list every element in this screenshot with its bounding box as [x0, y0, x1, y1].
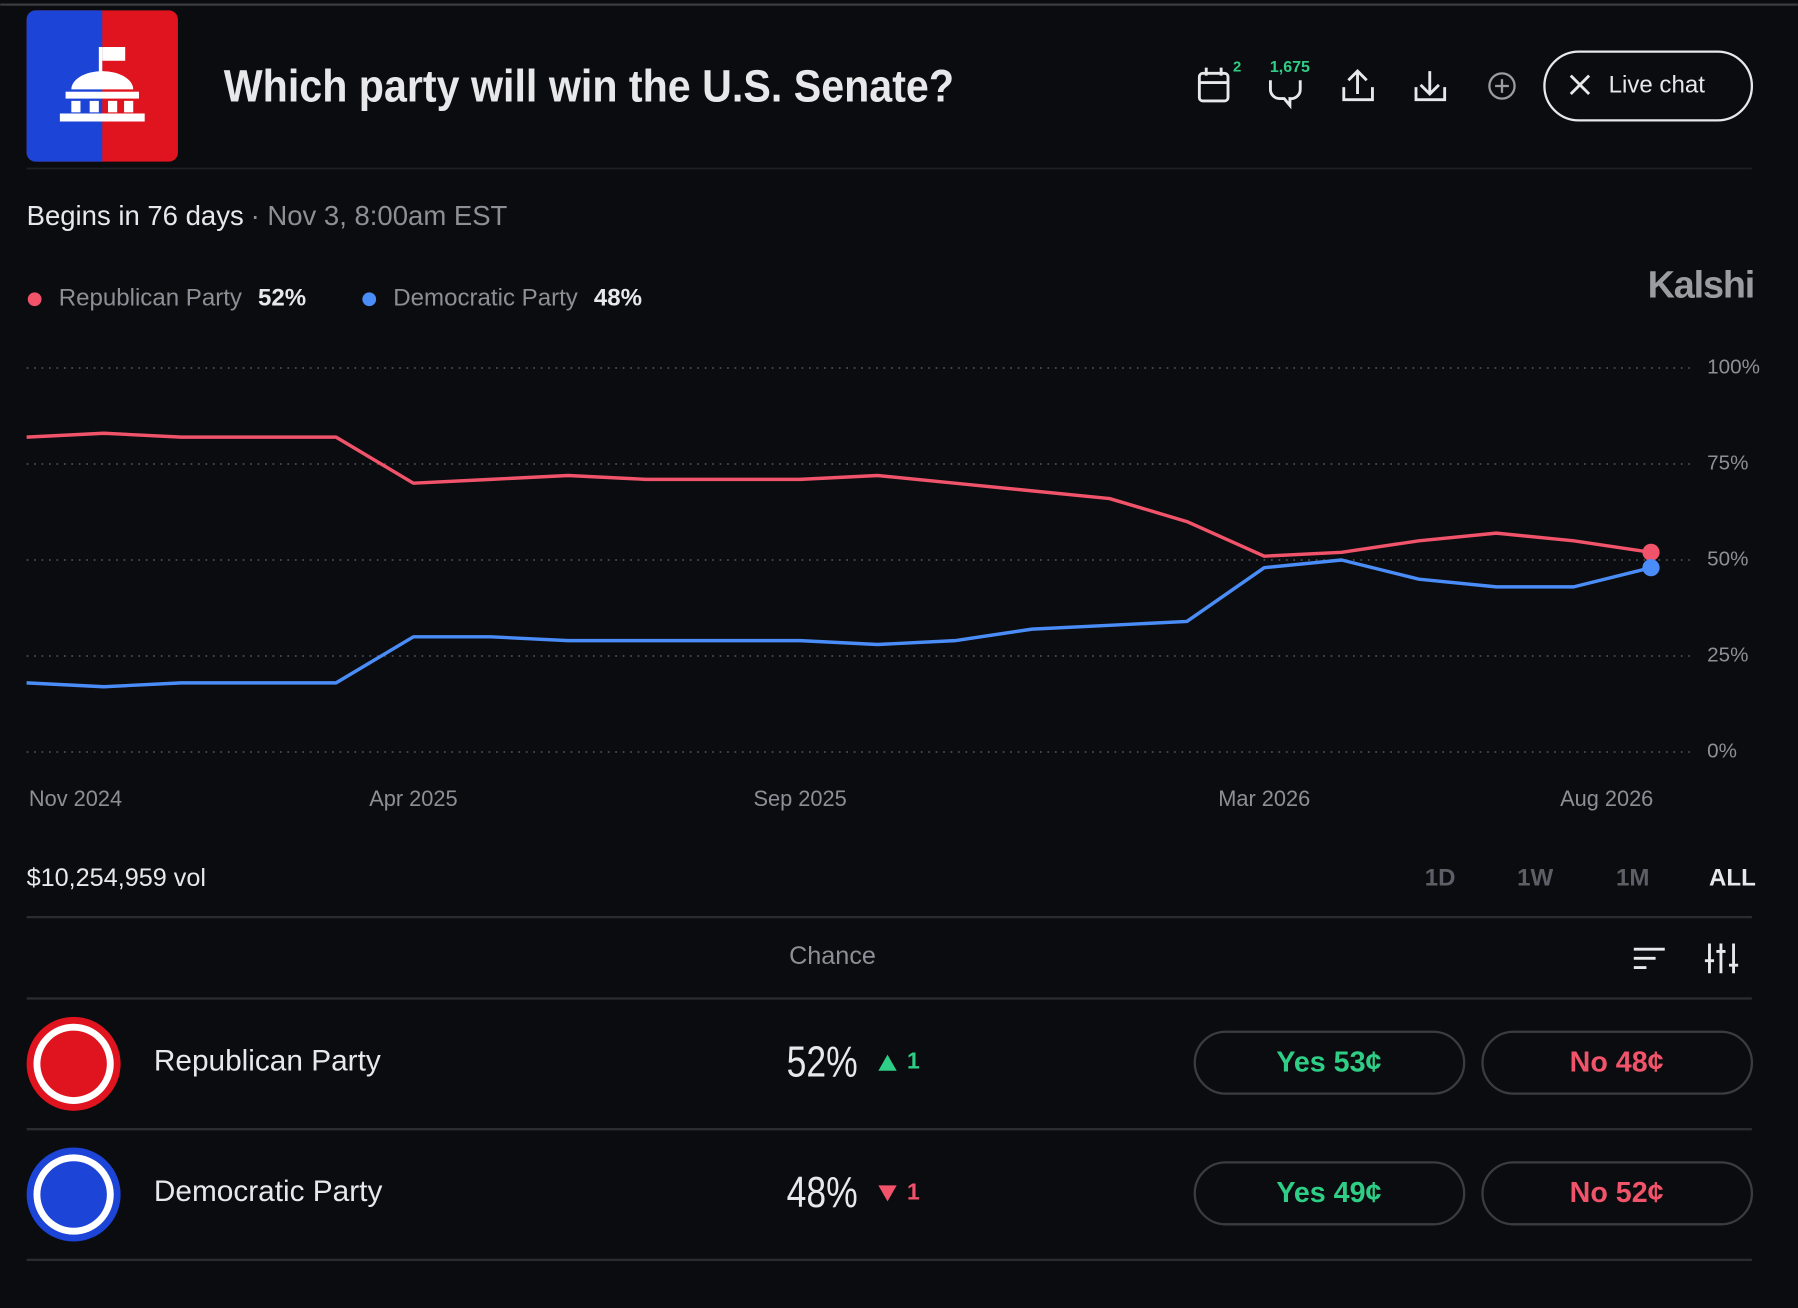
party-icon-core [40, 1161, 107, 1228]
yes-button[interactable] [1193, 1161, 1466, 1226]
legend-label: Republican Party [59, 285, 242, 312]
market-logo [26, 10, 178, 162]
range-selector: 1D 1W 1M ALL [1425, 865, 1756, 892]
table-header-chance: Chance [789, 942, 876, 970]
x-tick-label: Aug 2026 [1560, 786, 1653, 811]
yes-label: Yes 53¢ [1276, 1046, 1381, 1078]
end-point [1642, 543, 1660, 561]
header-icons [1197, 67, 1516, 110]
brand-watermark: Kalshi [1648, 265, 1755, 307]
range-option[interactable]: 1D [1425, 865, 1456, 892]
outcome-row: Democratic Party 48% 1 Yes 49¢ No 52¢ [26, 1147, 1754, 1261]
x-tick-label: Mar 2026 [1218, 786, 1310, 811]
no-button[interactable] [1481, 1161, 1754, 1226]
outcome-name: Republican Party [154, 1045, 381, 1078]
no-label: No 52¢ [1570, 1177, 1664, 1209]
party-icon-core [40, 1030, 107, 1098]
close-icon [1569, 74, 1591, 96]
legend-marker [362, 292, 377, 307]
legend-value: 52% [258, 285, 306, 312]
series-line [26, 558, 1652, 689]
comments-icon[interactable] [1268, 80, 1302, 110]
filter-icon[interactable] [1704, 943, 1739, 974]
outcome-row: Republican Party 52% 1 Yes 53¢ No 48¢ [26, 1016, 1754, 1131]
share-icon[interactable] [1342, 69, 1374, 102]
x-tick-label: Sep 2025 [754, 786, 847, 811]
yes-label: Yes 49¢ [1276, 1177, 1381, 1209]
calendar-badge: 2 [1233, 60, 1241, 76]
legend-label: Democratic Party [393, 285, 578, 312]
calendar-icon[interactable] [1197, 67, 1230, 103]
comments-badge: 1,675 [1270, 58, 1310, 76]
outcome-chance: 48% [787, 1169, 858, 1217]
add-icon[interactable] [1488, 72, 1516, 100]
x-tick-label: Nov 2024 [29, 786, 122, 811]
no-label: No 48¢ [1570, 1046, 1664, 1078]
end-point [1642, 559, 1660, 577]
change-value: 1 [907, 1048, 920, 1074]
y-tick-label: 25% [1707, 643, 1748, 666]
no-button[interactable] [1481, 1030, 1754, 1095]
y-tick-label: 100% [1707, 355, 1760, 378]
live-chat-button[interactable] [1543, 50, 1754, 122]
change-value: 1 [907, 1178, 920, 1204]
range-option[interactable]: 1M [1616, 865, 1649, 892]
y-tick-label: 75% [1707, 451, 1748, 474]
begins-date: · Nov 3, 8:00am EST [251, 200, 508, 231]
x-tick-label: Apr 2025 [369, 786, 457, 811]
change-arrow [878, 1185, 897, 1202]
market-title: Which party will win the U.S. Senate? [224, 60, 954, 112]
live-chat-label: Live chat [1609, 71, 1706, 98]
legend-value: 48% [594, 285, 642, 312]
volume: $10,254,959 vol [27, 864, 206, 892]
outcome-name: Democratic Party [154, 1175, 383, 1208]
range-option[interactable]: 1W [1517, 865, 1553, 892]
change-arrow [878, 1054, 897, 1071]
chart: Republican Party 52% Democratic Party 48% 0%… [26, 285, 1760, 811]
table-tools [1633, 943, 1739, 974]
outcome-chance: 52% [787, 1038, 858, 1086]
begins-text: Begins in 76 days [27, 200, 244, 231]
legend-marker [27, 292, 42, 307]
y-tick-label: 0% [1707, 739, 1737, 762]
sort-icon[interactable] [1633, 947, 1665, 969]
download-icon[interactable] [1414, 71, 1447, 102]
outcome-table: Republican Party 52% 1 Yes 53¢ No 48¢ Democra… [26, 1016, 1754, 1261]
y-tick-label: 50% [1707, 547, 1748, 570]
range-option[interactable]: ALL [1709, 865, 1756, 892]
yes-button[interactable] [1193, 1030, 1466, 1095]
series-line [26, 431, 1652, 558]
